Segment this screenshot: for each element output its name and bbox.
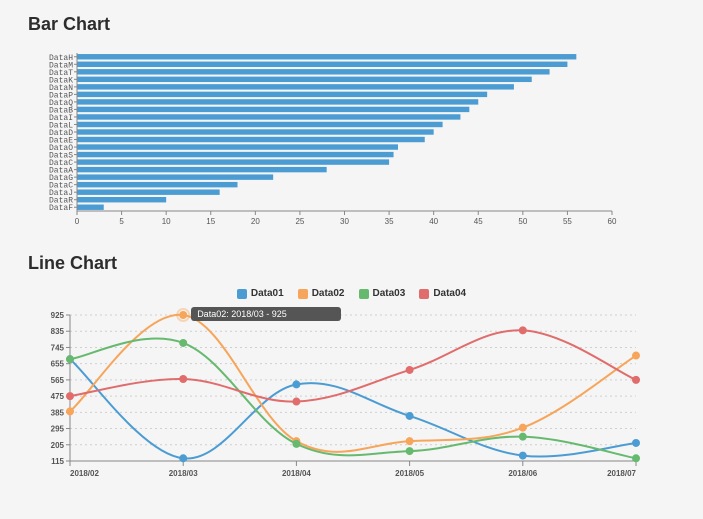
x-tick-label: 50 (518, 217, 527, 226)
series-point[interactable] (519, 326, 527, 334)
bar-label: DataF (49, 204, 73, 213)
bar[interactable] (77, 77, 532, 82)
series-point[interactable] (179, 311, 187, 319)
series-point[interactable] (519, 452, 527, 460)
bar-chart-block: Bar Chart DataHDataMDataTDataKDataNDataP… (22, 14, 681, 229)
series-point[interactable] (179, 454, 187, 462)
series-point[interactable] (519, 433, 527, 441)
line-chart-title: Line Chart (28, 253, 681, 274)
x-tick-label: 35 (385, 217, 394, 226)
bar[interactable] (77, 114, 460, 119)
series-point[interactable] (406, 412, 414, 420)
series-point[interactable] (632, 376, 640, 384)
bar[interactable] (77, 182, 238, 187)
legend-swatch (298, 289, 308, 299)
series-point[interactable] (66, 355, 74, 363)
y-tick-label: 745 (51, 343, 65, 352)
bar[interactable] (77, 62, 567, 67)
series-point[interactable] (292, 398, 300, 406)
y-tick-label: 115 (51, 457, 64, 466)
bar[interactable] (77, 129, 434, 134)
tooltip-text: Data02: 2018/03 - 925 (191, 307, 341, 321)
x-tick-label: 30 (340, 217, 349, 226)
bar[interactable] (77, 137, 425, 142)
y-tick-label: 385 (51, 408, 65, 417)
x-tick-label: 20 (251, 217, 260, 226)
legend-item[interactable]: Data01 (237, 288, 284, 299)
bar[interactable] (77, 189, 220, 194)
x-tick-label: 2018/07 (607, 469, 636, 478)
bar-chart-svg: DataHDataMDataTDataKDataNDataPDataQDataB… (22, 49, 622, 229)
legend-label: Data03 (373, 288, 406, 299)
series-point[interactable] (632, 454, 640, 462)
x-tick-label: 25 (295, 217, 304, 226)
series-point[interactable] (632, 352, 640, 360)
bar[interactable] (77, 92, 487, 97)
series-point[interactable] (66, 407, 74, 415)
legend-swatch (237, 289, 247, 299)
line-chart-legend: Data01 Data02 Data03 Data04 (22, 288, 681, 299)
y-tick-label: 655 (51, 360, 65, 369)
bar[interactable] (77, 152, 394, 157)
x-tick-label: 45 (474, 217, 483, 226)
bar-chart-title: Bar Chart (28, 14, 681, 35)
x-tick-label: 5 (119, 217, 124, 226)
y-tick-label: 205 (51, 441, 65, 450)
x-tick-label: 55 (563, 217, 572, 226)
y-tick-label: 295 (51, 425, 65, 434)
legend-label: Data01 (251, 288, 284, 299)
series-point[interactable] (406, 437, 414, 445)
series-point[interactable] (406, 447, 414, 455)
x-tick-label: 15 (206, 217, 215, 226)
series-line[interactable] (70, 330, 636, 401)
legend-item[interactable]: Data03 (359, 288, 406, 299)
bar[interactable] (77, 84, 514, 89)
x-tick-label: 2018/02 (70, 469, 99, 478)
x-tick-label: 2018/03 (169, 469, 198, 478)
x-tick-label: 40 (429, 217, 438, 226)
line-chart-block: Line Chart Data01 Data02 Data03 Data04 115 2… (22, 253, 681, 485)
bar[interactable] (77, 197, 166, 202)
x-tick-label: 10 (162, 217, 171, 226)
bar-chart-area: DataHDataMDataTDataKDataNDataPDataQDataB… (22, 49, 681, 229)
series-point[interactable] (179, 339, 187, 347)
bar[interactable] (77, 167, 327, 172)
legend-swatch (419, 289, 429, 299)
bar[interactable] (77, 174, 273, 179)
bar[interactable] (77, 69, 550, 74)
legend-label: Data04 (433, 288, 466, 299)
tooltip: Data02: 2018/03 - 925 (191, 307, 341, 327)
series-line[interactable] (70, 338, 636, 458)
x-tick-label: 2018/05 (395, 469, 424, 478)
bar[interactable] (77, 205, 104, 210)
series-point[interactable] (292, 440, 300, 448)
line-chart-svg: 115 205 295 385 475 565 655 745 835 925 2018/02 201… (22, 305, 642, 485)
series-point[interactable] (632, 439, 640, 447)
bar[interactable] (77, 54, 576, 59)
bar[interactable] (77, 99, 478, 104)
legend-item[interactable]: Data02 (298, 288, 345, 299)
series-point[interactable] (66, 392, 74, 400)
series-line[interactable] (70, 359, 636, 458)
bar[interactable] (77, 144, 398, 149)
bar[interactable] (77, 107, 469, 112)
bar[interactable] (77, 159, 389, 164)
x-tick-label: 2018/06 (508, 469, 537, 478)
line-chart-area: 115 205 295 385 475 565 655 745 835 925 2018/02 201… (22, 305, 681, 485)
legend-item[interactable]: Data04 (419, 288, 466, 299)
x-tick-label: 2018/04 (282, 469, 311, 478)
bar[interactable] (77, 122, 443, 127)
y-tick-label: 475 (51, 392, 65, 401)
series-point[interactable] (406, 366, 414, 374)
y-tick-label: 925 (51, 311, 65, 320)
x-tick-label: 60 (608, 217, 617, 226)
legend-label: Data02 (312, 288, 345, 299)
y-tick-label: 565 (51, 376, 65, 385)
series-point[interactable] (179, 375, 187, 383)
series-point[interactable] (292, 380, 300, 388)
y-tick-label: 835 (51, 327, 65, 336)
series-point[interactable] (519, 424, 527, 432)
legend-swatch (359, 289, 369, 299)
x-tick-label: 0 (75, 217, 80, 226)
